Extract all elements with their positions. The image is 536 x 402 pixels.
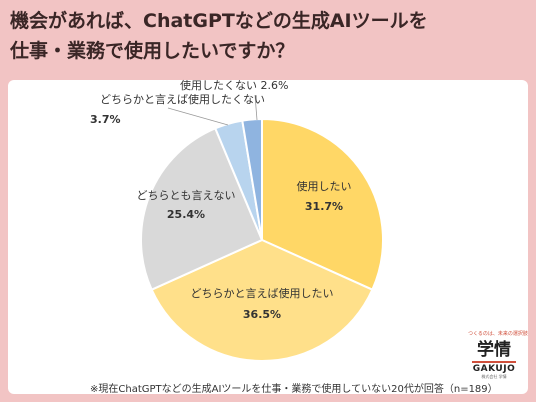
pie-slice-5	[241, 117, 263, 241]
slice-value-3: 25.4%	[167, 208, 205, 221]
slice-value-1: 31.7%	[305, 200, 343, 213]
slice-value-4: 3.7%	[90, 113, 121, 126]
pie-slice-2	[150, 238, 374, 362]
title-line-1: 機会があれば、ChatGPTなどの生成AIツールを	[10, 10, 428, 32]
leader-line-4	[167, 107, 229, 126]
logo-bar	[472, 361, 516, 363]
slice-name-3: どちらとも言えない	[137, 189, 236, 202]
slice-label-5: 使用したくない 2.6%	[180, 79, 288, 92]
pie-slice-1	[261, 117, 384, 291]
logo-kanji: 学情	[477, 340, 511, 360]
logo-name: GAKUJO	[472, 364, 516, 374]
slice-name-2: どちらかと言えば使用したい	[191, 287, 334, 300]
chart-title: 機会があれば、ChatGPTなどの生成AIツールを 仕事・業務で使用したいですか…	[0, 0, 536, 80]
leader-line-5	[254, 94, 258, 121]
logo-sub: 株式会社 学情	[481, 374, 507, 379]
gakujo-logo: つくるのは、未来の選択肢 学情 GAKUJO 株式会社 学情	[468, 330, 528, 394]
slice-name-4: どちらかと言えば使用したくない	[100, 93, 265, 106]
slice-value-2: 36.5%	[243, 308, 281, 321]
logo-tagline: つくるのは、未来の選択肢	[468, 331, 528, 337]
title-line-2: 仕事・業務で使用したいですか？	[10, 40, 295, 62]
footnote: ※現在ChatGPTなどの生成AIツールを仕事・業務で使用していない20代が回答…	[90, 384, 498, 395]
slice-name-1: 使用したい	[297, 180, 352, 193]
